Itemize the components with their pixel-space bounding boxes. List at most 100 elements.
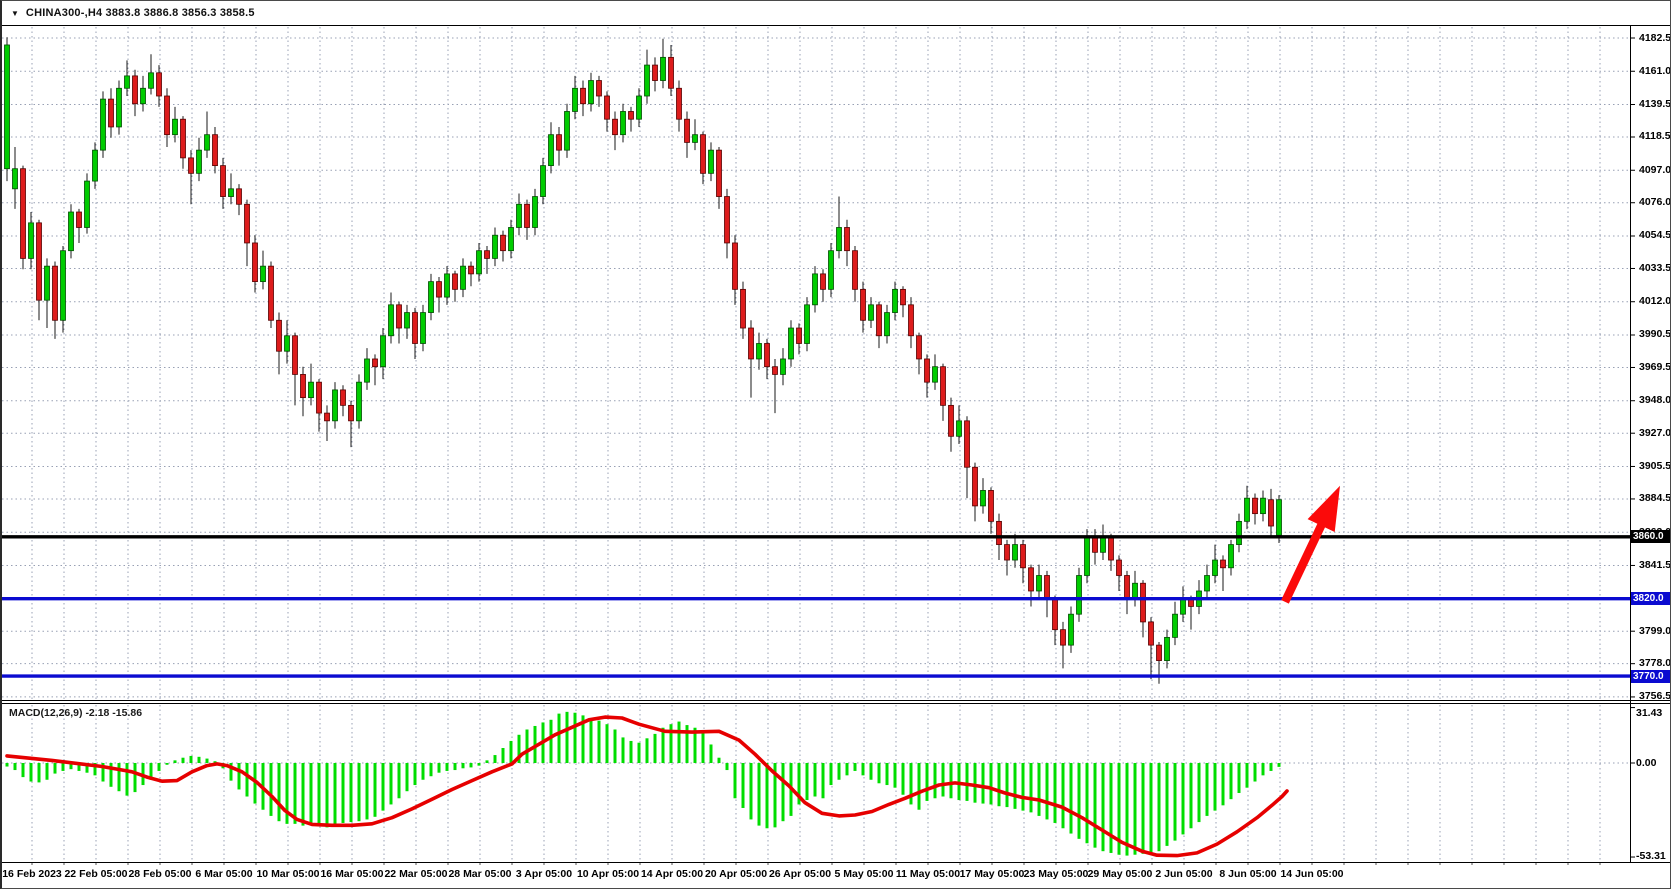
price-tick-label: 4118.5 [1639,130,1671,143]
date-label: 17 May 05:00 [959,868,1025,880]
candle [708,149,714,174]
macd-histogram-bar [189,755,193,763]
candle [1012,544,1018,561]
candle [652,64,658,81]
macd-histogram-bar [29,763,33,782]
macd-histogram-bar [885,763,889,786]
candle [524,203,530,228]
candle [156,72,162,97]
price-level-badge: 3820.0 [1630,592,1670,606]
candle [612,118,618,136]
date-label: 2 Jun 05:00 [1155,868,1213,880]
candle [772,366,778,375]
candle [60,250,66,321]
macd-histogram-bar [933,763,937,799]
candle [436,281,442,298]
macd-histogram-bar [61,763,65,771]
macd-histogram-bar [1245,763,1249,788]
candle [756,343,762,360]
macd-histogram-bar [525,729,529,763]
price-tick-label: 3927.0 [1639,426,1671,439]
candle [460,265,466,290]
macd-histogram-bar [117,763,121,792]
macd-histogram-bar [893,763,897,788]
macd-histogram-bar [717,757,721,763]
date-label: 10 Apr 05:00 [576,868,640,880]
macd-histogram-bar [765,763,769,829]
candle [492,234,498,259]
candle [4,44,10,170]
candle [956,420,962,437]
candle [588,80,594,105]
macd-histogram-bar [1053,763,1057,823]
macd-histogram-bar [805,763,809,801]
macd-histogram-bar [197,756,201,763]
macd-tick-label: 0.00 [1636,756,1657,769]
macd-histogram-bar [501,748,505,763]
macd-histogram-bar [493,755,497,763]
price-tick-label: 4139.5 [1639,98,1671,110]
candle [716,149,722,197]
candle [1148,621,1154,646]
price-tick-label: 4076.0 [1639,196,1671,209]
symbol-dropdown-icon[interactable]: ▼ [11,8,19,18]
candle [76,211,82,228]
candle [780,358,786,375]
macd-histogram-bar [925,763,929,801]
candle [748,327,754,360]
macd-histogram-bar [693,727,697,763]
macd-histogram-bar [1133,763,1137,855]
candle [660,56,666,81]
macd-histogram-bar [589,719,593,763]
candle [1236,520,1242,545]
price-tick-label: 4182.5 [1639,31,1671,44]
macd-histogram-bar [373,763,377,817]
date-label: 16 Mar 05:00 [320,868,384,880]
macd-histogram-bar [661,727,665,763]
macd-histogram-bar [549,719,553,763]
candle [220,165,226,197]
candle [620,111,626,136]
candle [740,288,746,329]
date-label: 23 May 05:00 [1023,868,1089,880]
candle [348,404,354,422]
candle [564,111,570,151]
trend-arrow-shaft[interactable] [1281,518,1328,604]
macd-histogram-bar [901,763,905,795]
candle [852,250,858,290]
candle [20,168,26,259]
macd-histogram-bar [485,760,489,763]
macd-histogram-bar [1277,763,1281,767]
candle [980,490,986,507]
candle [668,56,674,89]
macd-histogram-bar [1221,763,1225,806]
macd-histogram-bar [477,763,481,766]
candle [1116,559,1122,576]
candle [236,188,242,205]
candle [1220,559,1226,569]
date-label: 5 May 05:00 [834,868,894,880]
macd-histogram-bar [357,763,361,822]
candle [412,312,418,344]
price-tick-label: 3799.0 [1639,624,1671,637]
date-label: 26 Apr 05:00 [768,868,832,880]
trend-arrow-head[interactable] [1307,485,1340,532]
macd-histogram-bar [1229,763,1233,800]
candle [1068,613,1074,646]
panel-divider[interactable] [2,700,1670,704]
candle [1228,544,1234,569]
candle [148,72,154,89]
candle [516,203,522,228]
candle [828,250,834,290]
date-label: 20 Apr 05:00 [704,868,768,880]
candle [1092,536,1098,553]
macd-histogram-bar [1021,763,1025,811]
candle [108,98,114,128]
price-tick-label: 3778.0 [1639,657,1671,670]
macd-histogram-bar [701,733,705,763]
candle [244,203,250,244]
price-tick-label: 3905.5 [1639,459,1671,472]
date-label: 29 May 05:00 [1087,868,1153,880]
candle [692,134,698,143]
